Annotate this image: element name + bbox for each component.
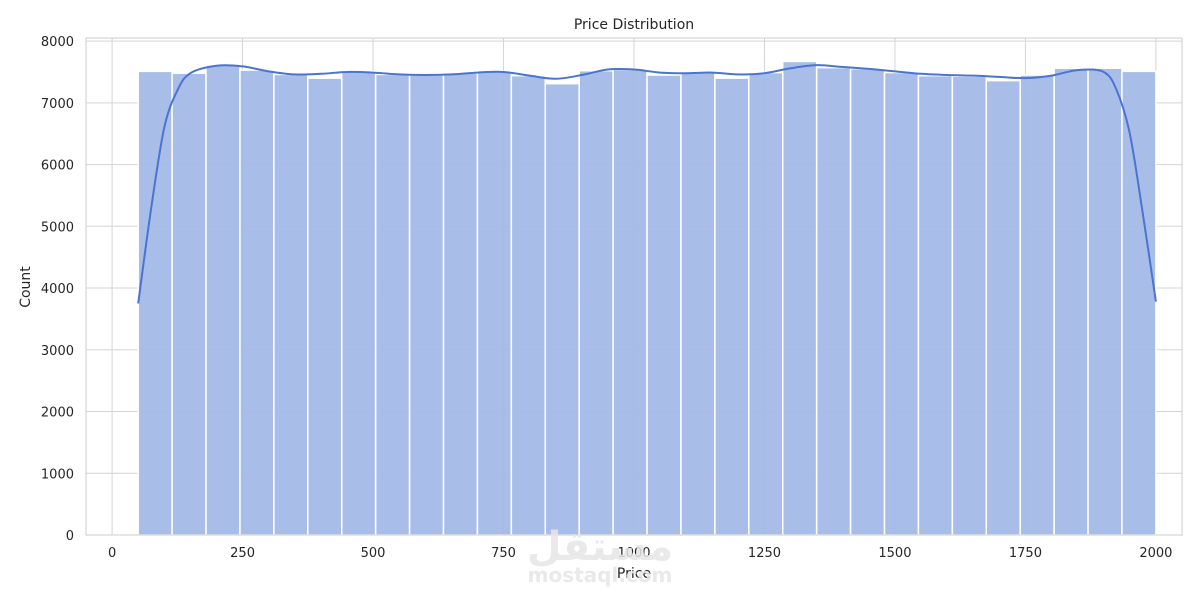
histogram-bar — [476, 70, 513, 536]
histogram-bar — [917, 74, 954, 536]
watermark-text: mostaql.com — [528, 563, 673, 587]
histogram-bar — [340, 70, 377, 536]
x-tick-label: 750 — [491, 546, 516, 561]
histogram-bar — [849, 68, 886, 536]
histogram-bar — [1053, 67, 1089, 536]
histogram-bar — [137, 70, 173, 536]
histogram-bar — [544, 82, 580, 536]
histogram-bar — [815, 66, 852, 536]
histogram-bar — [714, 77, 750, 536]
chart-title: Price Distribution — [574, 17, 694, 33]
x-axis-title: Price — [617, 566, 651, 582]
y-tick-label: 0 — [66, 529, 74, 544]
x-tick-label: 1750 — [1009, 546, 1042, 561]
y-tick-label: 6000 — [41, 159, 74, 174]
histogram-bar — [307, 77, 343, 536]
kde-line — [137, 64, 1157, 304]
histogram-bar — [442, 72, 479, 536]
histogram-bar — [951, 75, 988, 536]
histogram-bar — [781, 60, 818, 536]
y-tick-label: 1000 — [41, 467, 74, 482]
x-tick-label: 0 — [108, 546, 116, 561]
histogram-bar — [1019, 74, 1055, 536]
histogram-bar — [1121, 70, 1157, 536]
histogram-bar — [273, 73, 309, 536]
histogram-bar — [374, 73, 411, 536]
histogram-bar — [646, 74, 682, 536]
y-axis-title: Count — [18, 266, 34, 308]
histogram-bars — [137, 60, 1157, 536]
histogram-bar — [205, 64, 241, 536]
watermark: مستقل mostaql.com — [527, 524, 673, 587]
histogram-bar — [883, 71, 920, 536]
y-tick-label: 3000 — [41, 344, 74, 359]
x-tick-label: 1500 — [878, 546, 911, 561]
histogram-bar — [680, 71, 716, 536]
histogram-bar — [408, 74, 445, 536]
x-tick-label: 250 — [230, 546, 255, 561]
y-tick-label: 7000 — [41, 97, 74, 112]
watermark-glyph: مستقل — [527, 524, 673, 570]
histogram-bar — [510, 74, 547, 536]
histogram-bar — [578, 69, 614, 536]
x-tick-label: 2000 — [1139, 546, 1172, 561]
histogram-bar — [985, 79, 1021, 536]
x-tick-label: 500 — [361, 546, 386, 561]
y-tick-label: 8000 — [41, 35, 74, 50]
y-tick-labels: 0 1000 2000 3000 4000 5000 6000 7000 8000 — [41, 35, 74, 544]
histogram-bar — [239, 69, 275, 536]
y-tick-label: 4000 — [41, 282, 74, 297]
y-tick-label: 5000 — [41, 220, 74, 235]
x-tick-labels: 0 250 500 750 1000 1250 1500 1750 2000 — [108, 546, 1172, 561]
x-tick-label: 1000 — [617, 546, 650, 561]
x-tick-label: 1250 — [748, 546, 781, 561]
histogram-bar — [748, 71, 784, 536]
y-tick-label: 2000 — [41, 406, 74, 421]
plot-frame — [85, 37, 1183, 536]
histogram-bar — [612, 68, 648, 536]
histogram-bar — [171, 72, 207, 536]
histogram-bar — [1087, 67, 1123, 536]
